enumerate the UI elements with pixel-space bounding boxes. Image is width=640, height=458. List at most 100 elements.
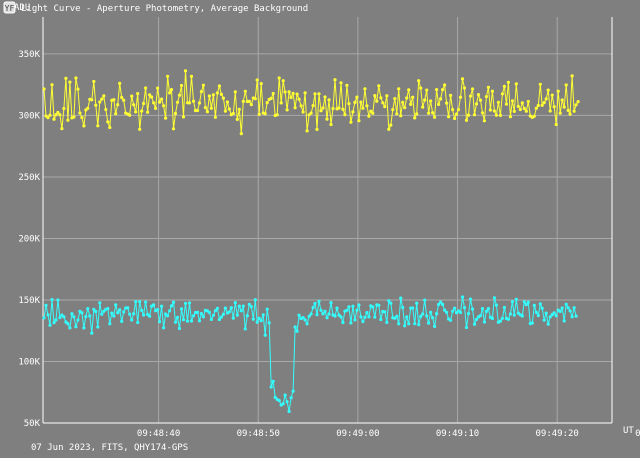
series-1-point [134, 110, 138, 114]
series-1-point [387, 127, 391, 131]
series-1-point [325, 117, 329, 121]
series-1-point [154, 106, 158, 110]
series-2-point [169, 304, 174, 308]
series-2-point [102, 309, 106, 313]
series-2-point [419, 314, 423, 319]
series-2-point [118, 308, 122, 312]
series-1-point [379, 96, 383, 100]
series-1-point [472, 113, 477, 117]
series-2-point [269, 385, 273, 389]
y-tick-label: 100K [18, 357, 40, 367]
series-2-point [566, 306, 570, 310]
series-2-point [301, 316, 305, 320]
series-2-point [58, 316, 62, 320]
series-1-point [213, 115, 217, 119]
series-2-point [56, 298, 60, 302]
series-1-point [548, 109, 552, 113]
series-2-point [510, 300, 514, 304]
series-2-point [263, 333, 267, 337]
series-2-point [401, 305, 405, 310]
series-2-point [116, 311, 120, 315]
series-1-point [181, 115, 186, 119]
series-1-point [454, 112, 459, 116]
series-2-point [359, 315, 363, 319]
series-2-point [223, 306, 227, 310]
series-1-point [492, 109, 496, 113]
series-1-point [303, 91, 307, 95]
series-2-point [114, 303, 118, 307]
series-2-point [472, 322, 477, 326]
series-1-point [293, 106, 297, 110]
series-1-point [419, 86, 423, 90]
series-2-point [152, 303, 156, 307]
series-1-point [576, 100, 580, 104]
series-1-point [371, 111, 375, 115]
series-2-point [425, 314, 429, 318]
series-2-point [199, 312, 203, 316]
series-1-point [281, 79, 285, 83]
series-2-point [171, 300, 176, 304]
series-2-point [323, 309, 327, 313]
series-2-point [389, 301, 393, 305]
series-1-point [353, 100, 357, 104]
series-1-point [474, 102, 479, 106]
series-2-point [470, 307, 475, 311]
series-2-point [265, 307, 269, 311]
series-1-point [169, 88, 174, 92]
series-2-point [177, 326, 182, 331]
y-tick-label: 350K [18, 50, 40, 60]
series-1-point [86, 106, 90, 110]
series-1-point [437, 102, 441, 106]
series-2-point [197, 319, 202, 323]
series-1-point [136, 92, 140, 96]
series-2-point [462, 306, 467, 310]
series-1-point [363, 87, 367, 91]
series-2-point [168, 309, 172, 313]
y-tick-label: 150K [18, 296, 40, 306]
series-2-point [70, 312, 74, 316]
series-2-point [435, 312, 439, 316]
series-1-point [144, 86, 148, 90]
series-1-point [460, 77, 465, 81]
series-1-point [433, 115, 437, 119]
series-1-point [397, 87, 401, 91]
series-2-point [267, 321, 271, 325]
series-2-point [490, 316, 494, 321]
series-2-point [345, 308, 349, 312]
series-1-point [339, 81, 343, 85]
series-2-point [128, 312, 132, 316]
series-1-point [253, 97, 257, 101]
series-1-point [94, 103, 98, 107]
series-2-point [371, 305, 375, 309]
series-2-point [76, 318, 80, 322]
series-2-point [520, 314, 524, 318]
series-2-point [187, 301, 192, 305]
series-1-point [319, 109, 323, 113]
series-1-point [64, 76, 68, 80]
light-curve-app-icon[interactable]: YF [3, 1, 16, 14]
series-2-point [68, 326, 72, 330]
series-2-point [548, 315, 552, 319]
series-1-point [197, 101, 202, 105]
series-2-point [506, 317, 510, 321]
series-1-point [381, 101, 385, 105]
series-2-point [433, 324, 437, 328]
series-2-point [399, 296, 403, 300]
series-2-point [126, 306, 130, 310]
series-1-point [58, 113, 62, 117]
series-1-point [399, 114, 403, 118]
series-2-point [429, 310, 433, 314]
series-1-point [297, 97, 301, 101]
series-1-point [271, 91, 275, 96]
series-1-point [243, 89, 247, 93]
series-1-point [321, 106, 325, 110]
series-1-point [375, 99, 379, 103]
series-2-point [94, 309, 98, 314]
series-1-point [225, 100, 229, 104]
series-1-point [257, 112, 261, 116]
series-2-point [492, 296, 496, 300]
series-1-point [263, 112, 267, 116]
series-2-point [437, 302, 441, 307]
series-1-point [171, 127, 176, 131]
series-2-point [536, 313, 540, 318]
